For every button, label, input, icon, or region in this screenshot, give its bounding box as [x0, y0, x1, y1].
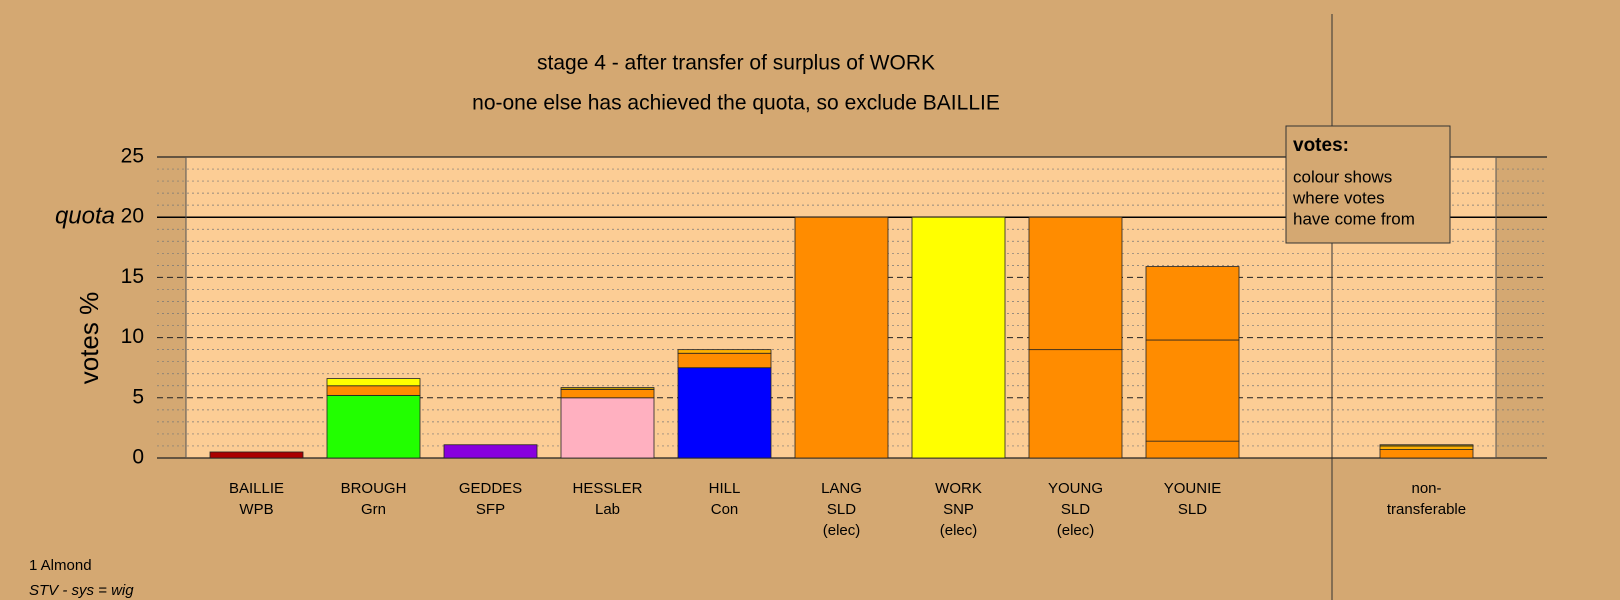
bar-segment: [1028, 349, 1123, 459]
x-tick-label: SLD: [1061, 501, 1090, 518]
x-tick-label: SLD: [827, 501, 856, 518]
x-tick-label: (elec): [823, 522, 861, 539]
y-axis-label: votes %: [74, 292, 104, 385]
bar-segment: [1145, 440, 1240, 459]
bar-segment: [677, 352, 772, 369]
bar-segment: [560, 397, 655, 459]
bar-segment: [794, 216, 889, 459]
x-tick-label: GEDDES: [459, 480, 522, 497]
legend-text: colour shows: [1293, 167, 1392, 186]
bar-segment: [560, 388, 655, 399]
bar-segment: [1379, 449, 1474, 459]
footer-line: STV - sys = wig: [29, 582, 134, 599]
x-tick-label: Grn: [361, 501, 386, 518]
legend-title: votes:: [1293, 135, 1349, 156]
x-tick-label: non-: [1411, 480, 1441, 497]
x-tick-label: YOUNIE: [1164, 480, 1222, 497]
bar-segment: [1145, 339, 1240, 442]
y-tick-label: 10: [121, 325, 144, 348]
bar-segment: [1379, 445, 1474, 450]
legend-box: [1285, 125, 1451, 244]
y-tick-label: 5: [132, 385, 144, 408]
bar-segment: [1028, 216, 1123, 351]
legend-text: have come from: [1293, 209, 1415, 228]
bar-segment: [326, 378, 421, 387]
x-tick-label: HILL: [709, 480, 741, 497]
x-tick-label: SNP: [943, 501, 974, 518]
x-tick-label: HESSLER: [572, 480, 642, 497]
bar-segment: [560, 387, 655, 390]
footer-line: 1 Almond: [29, 557, 92, 574]
x-tick-label: BROUGH: [341, 480, 407, 497]
bar-segment: [326, 385, 421, 396]
bar-segment: [677, 349, 772, 354]
x-tick-label: Lab: [595, 501, 620, 518]
bar-segment: [209, 451, 304, 459]
x-tick-label: LANG: [821, 480, 862, 497]
bar-segment: [443, 444, 538, 459]
bar-segment: [911, 216, 1006, 459]
chart-title: stage 4 - after transfer of surplus of W…: [537, 52, 935, 75]
x-tick-label: (elec): [1057, 522, 1095, 539]
x-tick-label: Con: [711, 501, 739, 518]
x-tick-label: BAILLIE: [229, 480, 284, 497]
bar-segment: [1379, 444, 1474, 447]
bar-segment: [326, 394, 421, 459]
x-tick-label: YOUNG: [1048, 480, 1103, 497]
x-tick-label: WPB: [239, 501, 273, 518]
x-tick-label: WORK: [935, 480, 982, 497]
quota-tick-label: 20: [121, 205, 144, 228]
chart-subtitle: no-one else has achieved the quota, so e…: [472, 92, 1000, 115]
bar-segment: [677, 367, 772, 459]
bar-segment: [1145, 266, 1240, 341]
x-tick-label: SLD: [1178, 501, 1207, 518]
y-tick-label: 15: [121, 265, 144, 288]
quota-label: quota: [55, 203, 115, 230]
legend-text: where votes: [1292, 188, 1385, 207]
x-tick-label: (elec): [940, 522, 978, 539]
x-tick-label: transferable: [1387, 501, 1466, 518]
y-tick-label: 25: [121, 145, 144, 168]
x-tick-label: SFP: [476, 501, 505, 518]
y-tick-label: 0: [132, 446, 144, 469]
